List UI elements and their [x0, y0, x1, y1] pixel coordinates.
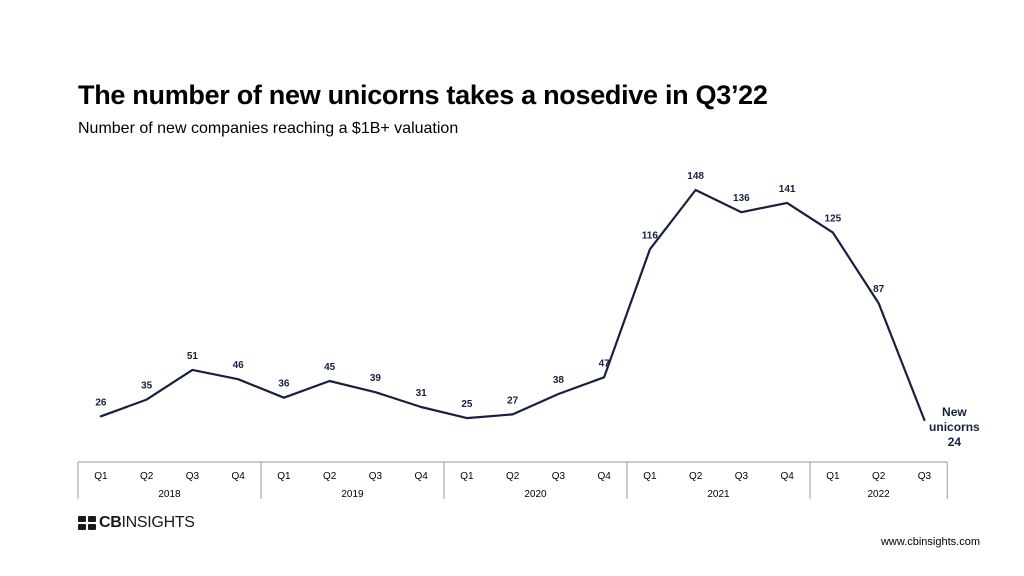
x-tick-label: Q2: [323, 471, 337, 482]
data-label: 141: [779, 184, 796, 195]
chart-title: The number of new unicorns takes a nosed…: [78, 80, 768, 110]
data-label: 36: [278, 379, 290, 390]
data-label: 31: [416, 388, 428, 399]
annotation-line2: unicorns: [929, 420, 980, 434]
footer-url: www.cbinsights.com: [880, 536, 980, 548]
data-label: 35: [141, 381, 153, 392]
data-label: 25: [461, 399, 473, 410]
x-tick-label: Q2: [140, 471, 154, 482]
data-label: 51: [187, 351, 199, 362]
x-tick-label: Q4: [780, 471, 794, 482]
cbinsights-logo-icon: [78, 516, 96, 530]
x-tick-label: Q3: [735, 471, 749, 482]
logo-wordmark: CBINSIGHTS: [99, 514, 195, 532]
x-tick-label: Q2: [872, 471, 886, 482]
data-label: 136: [733, 193, 750, 204]
x-tick-label: Q1: [643, 471, 657, 482]
chart-subtitle: Number of new companies reaching a $1B+ …: [78, 120, 459, 137]
x-year-label: 2018: [158, 489, 181, 500]
data-label: 45: [324, 362, 336, 373]
x-tick-label: Q1: [94, 471, 108, 482]
x-tick-label: Q4: [414, 471, 428, 482]
data-label: 27: [507, 395, 519, 406]
data-label: 26: [95, 397, 107, 408]
x-tick-label: Q4: [597, 471, 611, 482]
data-label: 39: [370, 373, 382, 384]
x-year-label: 2021: [707, 489, 730, 500]
x-tick-label: Q3: [186, 471, 200, 482]
data-label: 116: [642, 230, 659, 241]
x-tick-label: Q1: [460, 471, 474, 482]
x-year-label: 2022: [868, 489, 891, 500]
x-tick-label: Q2: [506, 471, 520, 482]
x-tick-label: Q3: [369, 471, 383, 482]
data-label: 46: [233, 360, 245, 371]
x-tick-label: Q3: [918, 471, 932, 482]
x-tick-label: Q2: [689, 471, 703, 482]
x-tick-label: Q3: [552, 471, 566, 482]
x-tick-label: Q1: [826, 471, 840, 482]
x-tick-label: Q4: [231, 471, 245, 482]
logo-light: INSIGHTS: [121, 514, 195, 531]
x-year-label: 2019: [341, 489, 364, 500]
annotation-value: 24: [948, 435, 962, 449]
x-year-label: 2020: [524, 489, 547, 500]
data-label: 38: [553, 375, 565, 386]
cbinsights-logo: CBINSIGHTS: [78, 514, 195, 532]
x-tick-label: Q1: [277, 471, 291, 482]
data-label: 47: [599, 358, 611, 369]
annotation-line1: New: [942, 405, 967, 419]
data-label: 87: [873, 284, 885, 295]
data-label: 148: [687, 171, 704, 182]
logo-bold: CB: [99, 514, 122, 531]
series-line-new-unicorns: [99, 188, 926, 422]
data-label: 125: [825, 214, 842, 225]
